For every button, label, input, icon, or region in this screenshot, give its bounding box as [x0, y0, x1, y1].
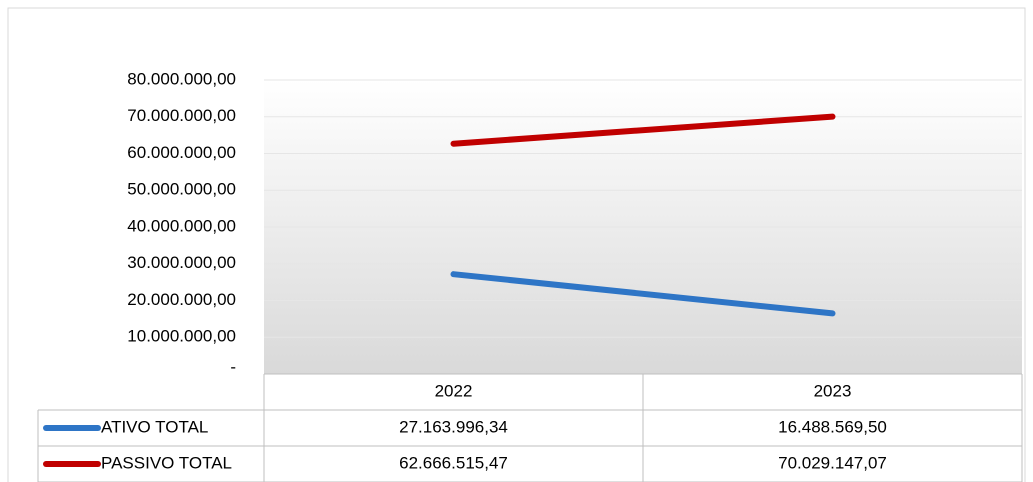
table-value: 70.029.147,07 [778, 453, 887, 472]
legend-label: PASSIVO TOTAL [101, 453, 232, 472]
x-tick-label: 2022 [435, 381, 473, 400]
y-tick-label: 80.000.000,00 [127, 69, 236, 88]
table-value: 27.163.996,34 [399, 417, 508, 436]
y-tick-label: 70.000.000,00 [127, 106, 236, 125]
y-tick-label: 60.000.000,00 [127, 143, 236, 162]
y-tick-label: 10.000.000,00 [127, 327, 236, 346]
y-tick-label: 50.000.000,00 [127, 180, 236, 199]
legend-label: ATIVO TOTAL [101, 417, 208, 436]
table-value: 62.666.515,47 [399, 453, 508, 472]
table-value: 16.488.569,50 [778, 417, 887, 436]
series-line [450, 113, 836, 147]
chart-frame [7, 7, 1026, 482]
series-line [450, 271, 836, 317]
y-tick-label: 20.000.000,00 [127, 290, 236, 309]
y-tick-label: - [230, 357, 236, 376]
y-tick-label: 30.000.000,00 [127, 253, 236, 272]
x-tick-label: 2023 [814, 381, 852, 400]
y-tick-label: 40.000.000,00 [127, 216, 236, 235]
